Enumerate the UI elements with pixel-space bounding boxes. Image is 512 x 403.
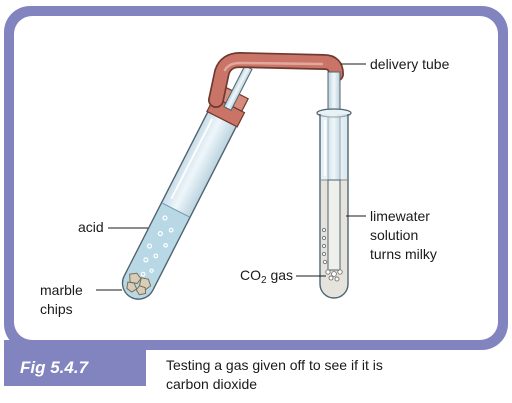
co2-gas-label: CO2 gas <box>240 266 293 290</box>
figure-tag-notch <box>146 340 156 350</box>
figure-number: Fig 5.4.7 <box>20 358 89 377</box>
acid-bubbles <box>140 215 174 277</box>
acid-liquid <box>123 203 190 299</box>
delivery-tube-highlight <box>223 61 324 72</box>
marble-chips-label-line2: chips <box>40 301 73 317</box>
limewater-label: limewater solution turns milky <box>370 207 437 264</box>
marble-chips <box>126 272 152 296</box>
figure-caption-line1: Testing a gas given off to see if it is <box>166 357 383 373</box>
limewater-label-line2: solution <box>370 227 419 243</box>
marble-chips-label-line1: marble <box>40 282 83 298</box>
limewater-label-line3: turns milky <box>370 246 437 262</box>
limewater-test-tube <box>316 71 352 299</box>
figure-caption-line2: carbon dioxide <box>166 376 258 392</box>
co2-label-prefix: CO <box>240 267 261 283</box>
figure-tag-notch-curve <box>146 340 156 350</box>
figure-tag-bg <box>4 340 146 386</box>
delivery-tube-fill <box>209 53 343 107</box>
acid-surface <box>162 202 190 218</box>
delivery-glass-pipe-submerged <box>327 179 341 271</box>
co2-label-subscript: 2 <box>261 275 267 286</box>
test-tube-highlight <box>170 118 214 200</box>
delivery-tube-label: delivery tube <box>370 56 450 72</box>
limewater-label-line1: limewater <box>370 208 430 224</box>
co2-label-suffix: gas <box>266 267 294 283</box>
marble-chips-label: marble chips <box>40 281 83 319</box>
co2-bubbles <box>321 227 343 282</box>
figure-caption: Testing a gas given off to see if it is … <box>166 356 466 394</box>
acid-label: acid <box>78 219 104 235</box>
